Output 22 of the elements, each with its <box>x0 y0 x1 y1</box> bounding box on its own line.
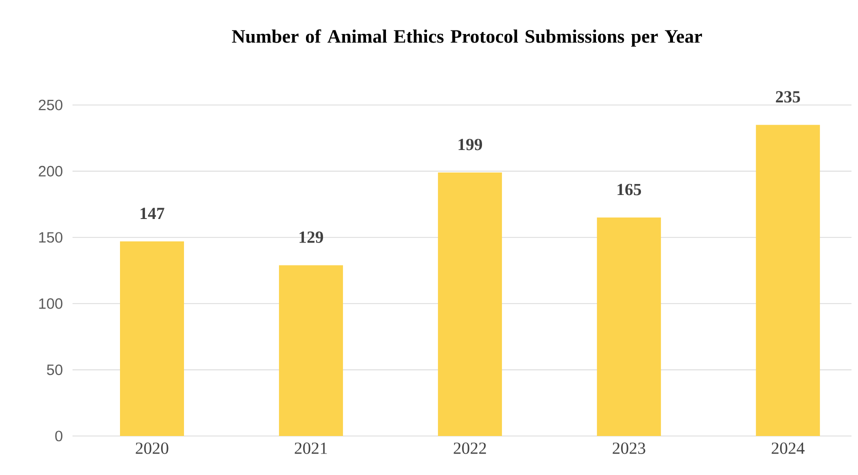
bar <box>278 265 343 436</box>
x-tick-label: 2020 <box>136 442 168 454</box>
x-tick-label: 2022 <box>454 442 486 454</box>
data-label: 235 <box>776 91 800 103</box>
data-label: 199 <box>458 138 482 150</box>
x-tick-label: 2023 <box>612 442 646 454</box>
bar <box>596 218 661 436</box>
y-tick-label: 50 <box>46 364 62 376</box>
y-tick-label: 200 <box>38 166 62 176</box>
x-tick-label: 2021 <box>294 442 327 454</box>
data-label: 129 <box>300 232 324 243</box>
y-tick-label: 150 <box>39 232 62 243</box>
bar <box>120 241 184 436</box>
chart-title: Number of Animal Ethics Protocol Submissions per Year <box>232 29 702 47</box>
data-label: 165 <box>618 184 642 196</box>
x-tick-label: 2024 <box>772 442 805 454</box>
bar <box>756 124 820 436</box>
y-tick-label: 250 <box>38 100 62 110</box>
bar <box>438 172 502 436</box>
y-tick-label: 100 <box>39 298 62 309</box>
data-label: 147 <box>140 208 164 219</box>
y-tick-label: 0 <box>55 430 62 442</box>
